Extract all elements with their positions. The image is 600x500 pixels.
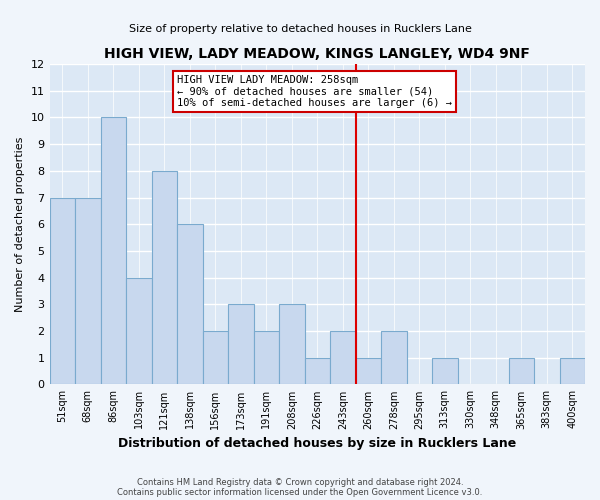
Title: HIGH VIEW, LADY MEADOW, KINGS LANGLEY, WD4 9NF: HIGH VIEW, LADY MEADOW, KINGS LANGLEY, W… xyxy=(104,48,530,62)
Bar xyxy=(101,118,126,384)
Bar xyxy=(177,224,203,384)
Bar xyxy=(228,304,254,384)
Bar xyxy=(50,198,75,384)
Bar xyxy=(254,331,279,384)
Bar xyxy=(152,171,177,384)
Bar xyxy=(330,331,356,384)
Bar xyxy=(509,358,534,384)
Bar xyxy=(560,358,585,384)
X-axis label: Distribution of detached houses by size in Rucklers Lane: Distribution of detached houses by size … xyxy=(118,437,517,450)
Text: Contains HM Land Registry data © Crown copyright and database right 2024.
Contai: Contains HM Land Registry data © Crown c… xyxy=(118,478,482,497)
Text: Size of property relative to detached houses in Rucklers Lane: Size of property relative to detached ho… xyxy=(128,24,472,34)
Bar xyxy=(356,358,381,384)
Bar xyxy=(203,331,228,384)
Bar xyxy=(305,358,330,384)
Y-axis label: Number of detached properties: Number of detached properties xyxy=(15,136,25,312)
Bar xyxy=(381,331,407,384)
Bar xyxy=(279,304,305,384)
Bar xyxy=(75,198,101,384)
Bar xyxy=(432,358,458,384)
Text: HIGH VIEW LADY MEADOW: 258sqm
← 90% of detached houses are smaller (54)
10% of s: HIGH VIEW LADY MEADOW: 258sqm ← 90% of d… xyxy=(177,74,452,108)
Bar xyxy=(126,278,152,384)
